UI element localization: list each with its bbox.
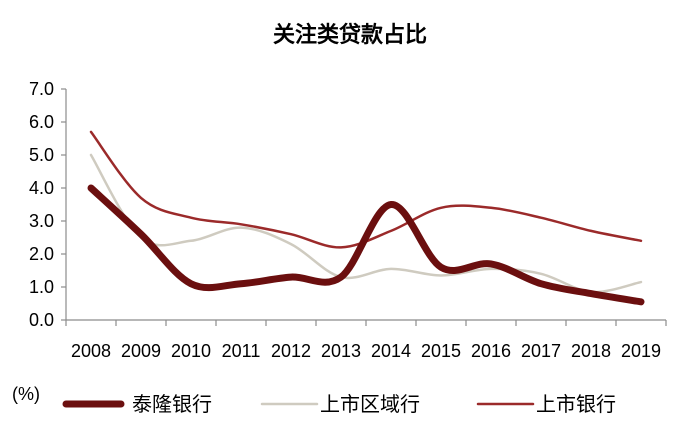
series-line-2: [89, 153, 643, 294]
y-tick-label: 5.0: [29, 145, 54, 165]
legend-label-3: 上市银行: [536, 392, 616, 416]
x-tick-label: 2015: [421, 341, 461, 361]
x-tick-label: 2018: [571, 341, 611, 361]
legend-label-1: 泰隆银行: [132, 392, 212, 416]
y-tick-label: 0.0: [29, 310, 54, 330]
chart-title: 关注类贷款占比: [273, 22, 427, 48]
axes: 0.0 1.0 2.0 3.0 4.0 5.0 6.0 7.0 2008 2009 2010 2011…: [29, 79, 667, 361]
y-tick-label: 1.0: [29, 277, 54, 297]
legend: 泰隆银行 上市区域行 上市银行: [62, 392, 616, 416]
y-tick-label: 6.0: [29, 112, 54, 132]
y-tick-label: 7.0: [29, 79, 54, 99]
series-line-1: [87, 184, 645, 306]
x-tick-label: 2009: [121, 341, 161, 361]
x-tick-label: 2016: [471, 341, 511, 361]
x-tick-label: 2017: [521, 341, 561, 361]
y-tick-label: 3.0: [29, 211, 54, 231]
plot-area: [87, 130, 645, 306]
y-tick-label: 2.0: [29, 244, 54, 264]
x-tick-label: 2008: [71, 341, 111, 361]
legend-label-2: 上市区域行: [320, 392, 420, 416]
x-tick-label: 2019: [621, 341, 661, 361]
y-tick-label: 4.0: [29, 178, 54, 198]
x-tick-label: 2011: [222, 341, 261, 361]
x-tick-label: 2013: [321, 341, 361, 361]
x-tick-label: 2014: [371, 341, 411, 361]
x-tick-label: 2010: [171, 341, 211, 361]
unit-label: (%): [12, 384, 40, 404]
x-tick-label: 2012: [271, 341, 311, 361]
